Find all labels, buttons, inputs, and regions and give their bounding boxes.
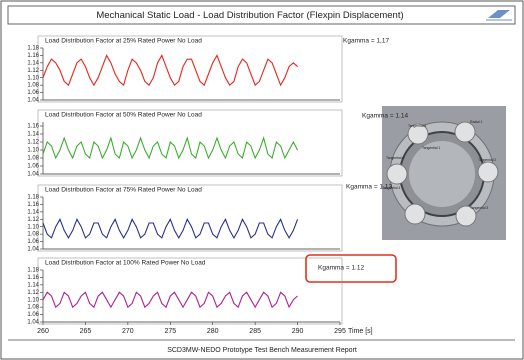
photo-label: Tangential 2 [478, 158, 496, 162]
y-tick-label: 1.18 [27, 46, 39, 52]
y-tick-label: 1.06 [27, 164, 39, 170]
y-tick-label: 1.10 [27, 224, 39, 230]
y-tick-label: 1.10 [27, 148, 39, 154]
y-tick-label: 1.12 [27, 68, 39, 74]
y-tick-label: 1.08 [27, 83, 39, 89]
y-tick-label: 1.16 [27, 124, 39, 130]
y-tick-label: 1.06 [27, 239, 39, 245]
x-tick-label: 270 [122, 328, 134, 335]
chart-title: Load Distribution Factor at 100% Rated P… [45, 260, 206, 267]
y-tick-label: 1.14 [27, 209, 39, 215]
slide-title: Mechanical Static Load - Load Distributi… [96, 10, 403, 21]
y-tick-label: 1.14 [27, 132, 39, 138]
photo-label: Tangential 6 [386, 156, 404, 160]
x-tick-label: 290 [292, 328, 304, 335]
y-tick-label: 1.14 [27, 282, 39, 288]
y-tick-label: 1.16 [27, 202, 39, 208]
y-tick-label: 1.04 [27, 172, 39, 178]
y-tick-label: 1.06 [27, 312, 39, 318]
x-tick-label: 280 [207, 328, 219, 335]
x-tick-label: 265 [80, 328, 92, 335]
y-tick-label: 1.10 [27, 75, 39, 81]
y-tick-label: 1.16 [27, 275, 39, 281]
y-tick-label: 1.10 [27, 297, 39, 303]
y-tick-label: 1.04 [27, 247, 39, 253]
photo-label: Radial 1 [470, 120, 483, 124]
y-tick-label: 1.12 [27, 140, 39, 146]
photo-label: Tangential 3 [470, 206, 488, 210]
x-axis-label: Time [s] [348, 328, 373, 335]
x-tick-label: 285 [249, 328, 261, 335]
slide: Mechanical Static Load - Load Distributi… [0, 0, 524, 360]
y-tick-label: 1.18 [27, 195, 39, 201]
chart-title: Load Distribution Factor at 25% Rated Po… [45, 38, 202, 45]
x-tick-label: 260 [37, 328, 49, 335]
photo-label: Tangential 1 [422, 146, 440, 150]
y-tick-label: 1.12 [27, 290, 39, 296]
kgamma-label: Kgamma = 1.13 [346, 184, 392, 191]
y-tick-label: 1.08 [27, 305, 39, 311]
footer: SCD3MW-NEDO Prototype Test Bench Measure… [167, 347, 357, 354]
y-tick-label: 1.14 [27, 60, 39, 66]
photo-label: Tangential 5 [408, 124, 426, 128]
kgamma-label: Kgamma = 1,17 [343, 38, 389, 45]
y-tick-label: 1.08 [27, 232, 39, 238]
chart-title: Load Distribution Factor at 75% Rated Po… [45, 187, 202, 194]
y-tick-label: 1.04 [27, 320, 39, 326]
x-tick-label: 275 [164, 328, 176, 335]
y-tick-label: 1.06 [27, 90, 39, 96]
x-tick-label: 295 [334, 328, 346, 335]
chart-title: Load Distribution Factor at 50% Rated Po… [45, 112, 202, 119]
y-tick-label: 1.04 [27, 98, 39, 104]
y-tick-label: 1.08 [27, 156, 39, 162]
kgamma-label: Kgamma = 1.14 [362, 113, 408, 120]
y-tick-label: 1.12 [27, 217, 39, 223]
y-tick-label: 1.16 [27, 53, 39, 59]
kgamma-label: Kgamma = 1.12 [318, 265, 364, 272]
y-tick-label: 1.18 [27, 268, 39, 274]
photo [382, 106, 506, 240]
